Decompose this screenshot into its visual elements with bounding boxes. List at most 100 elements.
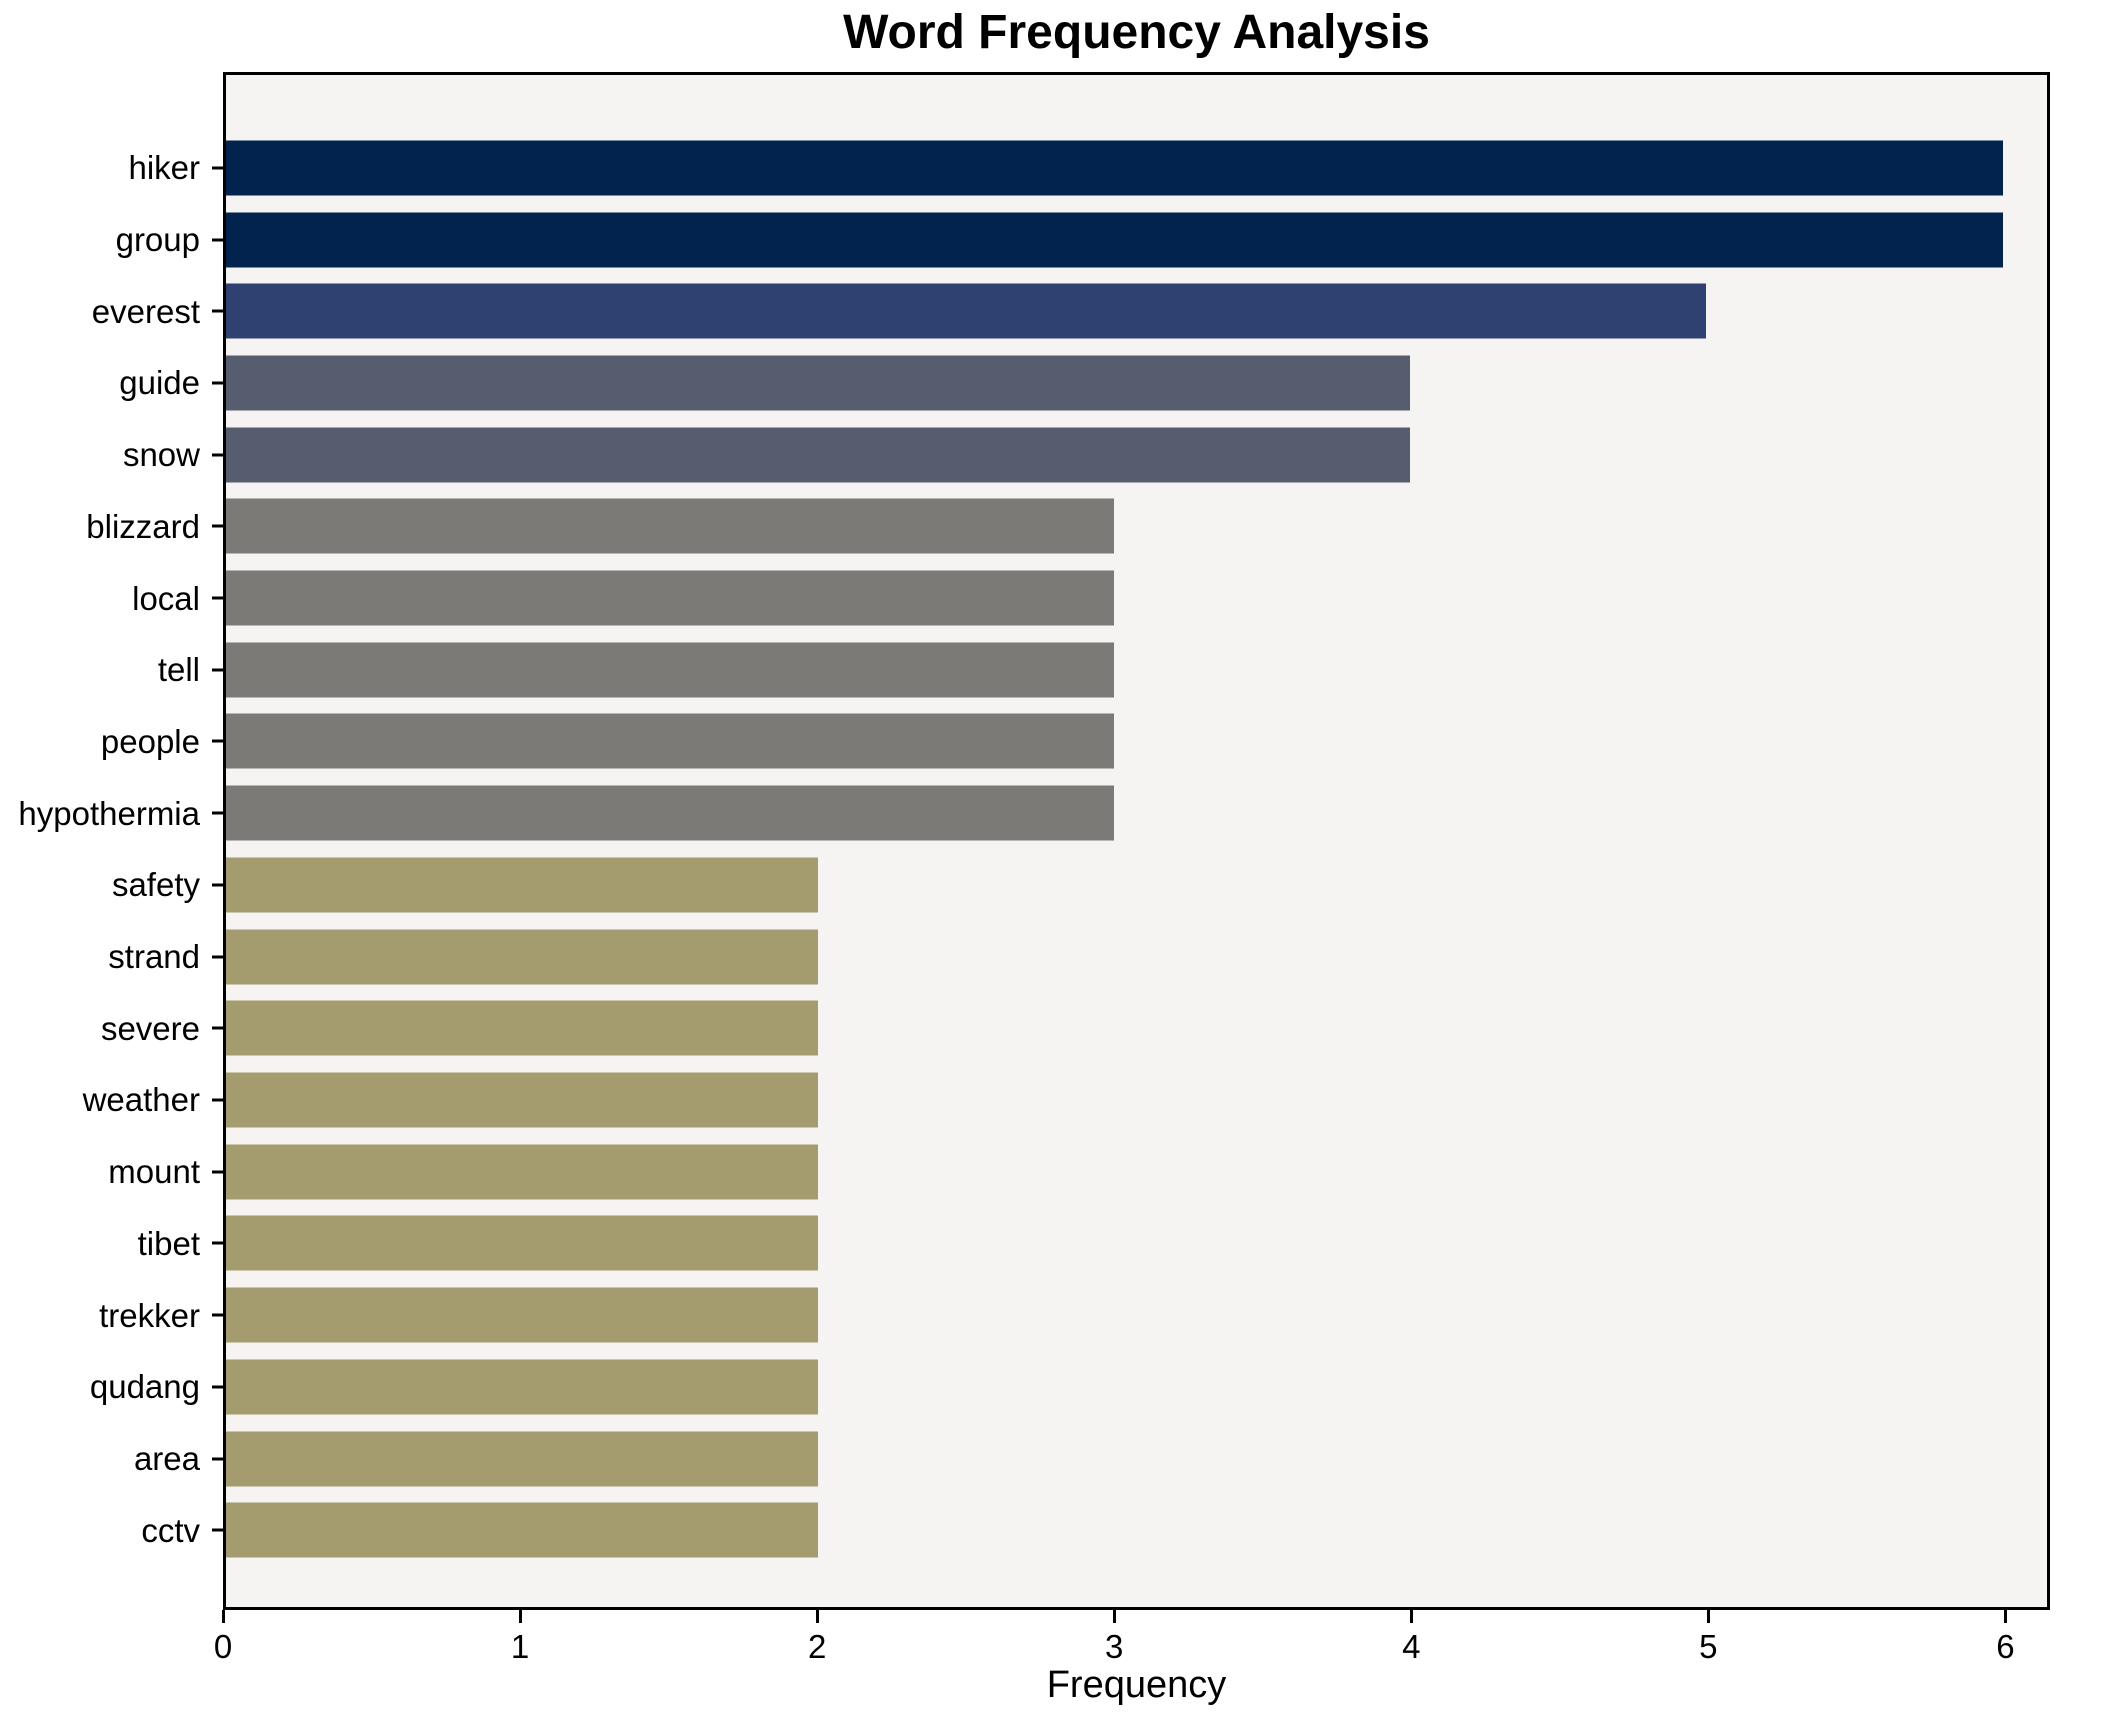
- y-tick-label-trekker: trekker: [99, 1296, 200, 1334]
- x-tick-mark-5: [1706, 1610, 1710, 1623]
- plot-area: [223, 72, 2050, 1610]
- y-tick-mark: [212, 883, 223, 887]
- bar-row-severe: [226, 992, 2047, 1064]
- y-tick-mark: [212, 309, 223, 313]
- x-tick-mark-3: [1112, 1610, 1116, 1623]
- bar-row-group: [226, 204, 2047, 276]
- y-tick-label-tell: tell: [157, 651, 200, 689]
- x-tick-label-6: 6: [1996, 1628, 2015, 1665]
- y-tick-label-hypothermia: hypothermia: [18, 794, 200, 832]
- y-tick-mark: [212, 1385, 223, 1389]
- bar-row-everest: [226, 275, 2047, 347]
- y-tick-label-cctv: cctv: [141, 1511, 200, 1549]
- y-tick-label-group: group: [115, 221, 200, 259]
- y-tick-row-weather: weather: [0, 1064, 223, 1136]
- bar-everest: [226, 283, 1707, 339]
- y-tick-row-everest: everest: [0, 275, 223, 347]
- y-tick-label-everest: everest: [91, 292, 200, 330]
- bar-row-people: [226, 706, 2047, 778]
- y-tick-label-severe: severe: [100, 1009, 200, 1047]
- x-tick-label-5: 5: [1699, 1628, 1718, 1665]
- y-tick-label-hiker: hiker: [128, 149, 200, 187]
- y-tick-mark: [212, 381, 223, 385]
- bar-blizzard: [226, 498, 1115, 554]
- y-tick-row-blizzard: blizzard: [0, 491, 223, 563]
- bar-trekker: [226, 1287, 819, 1343]
- y-tick-label-blizzard: blizzard: [86, 507, 200, 545]
- y-tick-label-guide: guide: [119, 364, 200, 402]
- bar-tibet: [226, 1215, 819, 1271]
- x-tick-label-1: 1: [510, 1628, 530, 1665]
- y-tick-mark: [212, 1528, 223, 1532]
- y-tick-label-weather: weather: [82, 1081, 200, 1119]
- chart-title: Word Frequency Analysis: [843, 6, 1430, 59]
- bar-row-trekker: [226, 1279, 2047, 1351]
- y-tick-row-group: group: [0, 204, 223, 276]
- bar-row-hypothermia: [226, 777, 2047, 849]
- y-tick-row-severe: severe: [0, 992, 223, 1064]
- bar-row-snow: [226, 419, 2047, 491]
- x-axis: 0 1 2 3 4 5 6: [214, 1610, 2050, 1670]
- bar-row-safety: [226, 849, 2047, 921]
- bar-row-guide: [226, 347, 2047, 419]
- y-tick-label-local: local: [132, 579, 200, 617]
- y-tick-label-snow: snow: [122, 436, 200, 474]
- x-axis-label: Frequency: [1046, 1664, 1227, 1706]
- x-tick-mark-6: [2003, 1610, 2007, 1623]
- y-tick-row-hiker: hiker: [0, 132, 223, 204]
- bar-strand: [226, 929, 819, 985]
- bar-row-local: [226, 562, 2047, 634]
- y-tick-row-trekker: trekker: [0, 1279, 223, 1351]
- y-tick-mark: [212, 524, 223, 528]
- y-tick-label-tibet: tibet: [137, 1224, 200, 1262]
- bar-row-mount: [226, 1136, 2047, 1208]
- x-tick-label-4: 4: [1402, 1628, 1421, 1665]
- x-tick-mark-4: [1409, 1610, 1413, 1623]
- y-tick-mark: [212, 596, 223, 600]
- bar-safety: [226, 857, 819, 913]
- y-tick-row-mount: mount: [0, 1136, 223, 1208]
- bar-row-strand: [226, 921, 2047, 993]
- y-tick-label-qudang: qudang: [89, 1368, 200, 1406]
- y-tick-label-area: area: [133, 1440, 200, 1477]
- bar-row-qudang: [226, 1351, 2047, 1423]
- bar-row-cctv: [226, 1494, 2047, 1566]
- bar-tell: [226, 642, 1115, 698]
- y-tick-label-mount: mount: [108, 1153, 200, 1191]
- x-tick-label-2: 2: [807, 1628, 827, 1665]
- y-tick-row-tell: tell: [0, 634, 223, 706]
- y-tick-mark: [212, 166, 223, 170]
- y-axis: hiker group everest guide snow blizzard local t…: [0, 72, 223, 1610]
- bar-mount: [226, 1144, 819, 1200]
- x-tick-mark-0: [221, 1610, 225, 1623]
- bar-row-blizzard: [226, 491, 2047, 563]
- y-tick-row-guide: guide: [0, 347, 223, 419]
- y-tick-row-cctv: cctv: [0, 1494, 223, 1566]
- y-tick-label-strand: strand: [108, 938, 200, 976]
- bar-severe: [226, 1000, 819, 1056]
- bar-group: [226, 212, 2003, 268]
- y-tick-row-area: area: [0, 1423, 223, 1495]
- y-tick-row-strand: strand: [0, 921, 223, 993]
- bar-hypothermia: [226, 785, 1115, 841]
- y-tick-row-tibet: tibet: [0, 1208, 223, 1280]
- y-tick-label-safety: safety: [111, 866, 200, 904]
- x-tick-mark-1: [518, 1610, 522, 1623]
- y-tick-mark: [212, 668, 223, 672]
- bar-row-area: [226, 1423, 2047, 1495]
- y-tick-mark: [212, 1313, 223, 1317]
- y-tick-mark: [212, 238, 223, 242]
- y-tick-mark: [212, 1170, 223, 1174]
- bar-qudang: [226, 1359, 819, 1415]
- y-tick-row-hypothermia: hypothermia: [0, 777, 223, 849]
- bar-cctv: [226, 1502, 819, 1558]
- x-tick-label-3: 3: [1105, 1628, 1124, 1665]
- bar-people: [226, 713, 1115, 769]
- bar-row-weather: [226, 1064, 2047, 1136]
- y-tick-row-people: people: [0, 706, 223, 778]
- y-tick-mark: [212, 1098, 223, 1102]
- bar-local: [226, 570, 1115, 626]
- bar-row-tibet: [226, 1208, 2047, 1280]
- bar-weather: [226, 1072, 819, 1128]
